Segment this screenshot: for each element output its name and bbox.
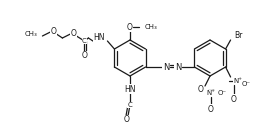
Text: O: O bbox=[50, 28, 56, 36]
Text: O: O bbox=[71, 29, 76, 38]
Text: O: O bbox=[124, 115, 130, 124]
Text: N⁺: N⁺ bbox=[206, 90, 216, 96]
Text: Br: Br bbox=[235, 31, 243, 41]
Text: C: C bbox=[128, 102, 132, 108]
Text: CH₃: CH₃ bbox=[25, 31, 38, 37]
Text: N⁺: N⁺ bbox=[234, 78, 242, 84]
Text: HN: HN bbox=[124, 84, 136, 93]
Text: O: O bbox=[208, 105, 214, 114]
Text: O: O bbox=[127, 22, 133, 31]
Text: O⁻: O⁻ bbox=[218, 90, 227, 96]
Text: O: O bbox=[81, 52, 87, 60]
Text: O: O bbox=[197, 85, 203, 94]
Text: CH₃: CH₃ bbox=[145, 24, 158, 30]
Text: O: O bbox=[231, 94, 237, 104]
Text: O⁻: O⁻ bbox=[242, 81, 251, 87]
Text: HN: HN bbox=[93, 34, 104, 43]
Text: N: N bbox=[175, 62, 181, 72]
Text: C: C bbox=[82, 38, 87, 44]
Text: N: N bbox=[163, 62, 169, 72]
